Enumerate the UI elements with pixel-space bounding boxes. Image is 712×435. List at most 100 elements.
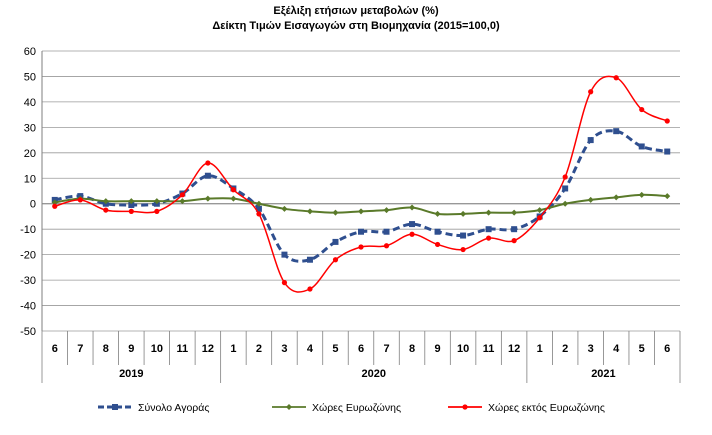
series-2-point xyxy=(536,207,543,214)
series-2-point xyxy=(153,198,160,205)
series-2-point xyxy=(51,199,58,206)
y-tick-label: -30 xyxy=(20,275,36,287)
x-tick-label: 5 xyxy=(332,343,338,355)
series-1-point xyxy=(664,148,671,155)
chart-title: Εξέλιξη ετήσιων μεταβολών (%) xyxy=(273,5,439,17)
legend-marker xyxy=(462,404,468,410)
series-2-point xyxy=(102,198,109,205)
series-2-point xyxy=(230,195,237,202)
x-tick-label: 8 xyxy=(409,343,415,355)
series-3-point xyxy=(460,246,466,253)
x-tick-label: 3 xyxy=(281,343,287,355)
x-tick-label: 2 xyxy=(256,343,262,355)
x-tick-label: 1 xyxy=(537,343,543,355)
series-2-point xyxy=(587,196,594,203)
series-3-point xyxy=(307,286,313,292)
series-2-point xyxy=(409,204,416,211)
x-tick-label: 5 xyxy=(639,343,645,355)
series-3-point xyxy=(230,187,236,193)
series-1-point xyxy=(128,202,135,208)
y-tick-label: 10 xyxy=(24,173,36,185)
series-1-point xyxy=(638,143,645,150)
series-2-point xyxy=(638,191,645,198)
series-1-point xyxy=(332,238,339,245)
series-1-point xyxy=(587,137,594,144)
x-tick-label: 7 xyxy=(383,343,389,355)
x-tick-label: 11 xyxy=(483,343,495,355)
series-1-point xyxy=(485,226,492,233)
y-tick-label: 50 xyxy=(24,71,36,83)
series-2-point xyxy=(358,208,364,215)
legend-label: Σύνολο Αγοράς xyxy=(138,402,209,414)
series-3-point xyxy=(486,235,492,241)
series-1-point xyxy=(255,205,262,212)
x-tick-label: 11 xyxy=(177,343,189,355)
series-line-1 xyxy=(54,129,668,263)
series-3-point xyxy=(179,192,185,198)
x-tick-label: 6 xyxy=(358,343,364,355)
series-1-point xyxy=(409,221,416,228)
series-3-point xyxy=(383,243,390,249)
y-tick-label: -10 xyxy=(20,224,36,236)
series-2-point xyxy=(204,195,211,202)
series-2-point xyxy=(306,208,313,215)
x-tick-label: 1 xyxy=(230,343,236,355)
series-3-point xyxy=(664,118,670,124)
series-1-point xyxy=(511,226,518,233)
series-3-point xyxy=(77,197,83,203)
y-tick-label: 40 xyxy=(24,97,36,109)
x-tick-label: 2 xyxy=(562,343,568,355)
series-3-point xyxy=(103,207,109,213)
series-3-point xyxy=(562,174,568,180)
x-tick-label: 10 xyxy=(151,343,163,355)
series-3-point xyxy=(511,238,517,244)
y-tick-label: -40 xyxy=(20,301,36,313)
legend-label: Χώρες Ευρωζώνης xyxy=(312,402,401,414)
series-1-point xyxy=(562,185,569,192)
series-2-point xyxy=(485,209,492,216)
series-2-point xyxy=(128,198,135,205)
year-label: 2019 xyxy=(119,368,143,380)
series-2-point xyxy=(562,200,569,207)
legend-marker xyxy=(112,404,118,410)
series-3-point xyxy=(537,215,543,221)
chart-subtitle: Δείκτη Τιμών Εισαγωγών στη Βιομηχανία (2… xyxy=(212,20,500,32)
x-tick-label: 4 xyxy=(307,343,314,355)
series-1-point xyxy=(383,228,390,235)
series-3-point xyxy=(128,208,134,214)
year-label: 2020 xyxy=(362,368,386,380)
y-tick-label: 30 xyxy=(24,122,36,134)
x-tick-label: 6 xyxy=(52,343,58,355)
series-2-point xyxy=(255,200,262,207)
series-2-point xyxy=(383,207,390,214)
x-tick-label: 3 xyxy=(588,343,594,355)
series-1-point xyxy=(358,228,364,235)
series-3-point xyxy=(613,75,619,81)
x-tick-label: 12 xyxy=(202,343,214,355)
series-3-point xyxy=(434,241,441,248)
series-2-point xyxy=(434,210,441,217)
x-tick-label: 6 xyxy=(664,343,670,355)
series-2-point xyxy=(179,198,186,205)
series-3-point xyxy=(205,160,211,166)
x-tick-label: 9 xyxy=(128,343,134,355)
y-tick-label: -50 xyxy=(20,326,36,338)
x-tick-label: 8 xyxy=(103,343,109,355)
series-3-point xyxy=(332,257,339,263)
series-3-point xyxy=(639,106,645,113)
series-1-point xyxy=(306,256,313,263)
year-label: 2021 xyxy=(591,368,615,380)
legend-label: Χώρες εκτός Ευρωζώνης xyxy=(488,402,605,414)
series-1-point xyxy=(460,232,467,239)
series-3-point xyxy=(52,203,58,209)
series-3-point xyxy=(358,244,364,250)
x-tick-label: 7 xyxy=(77,343,83,355)
legend-marker xyxy=(286,404,292,410)
x-tick-label: 12 xyxy=(508,343,520,355)
y-tick-label: 60 xyxy=(24,46,36,58)
x-tick-label: 9 xyxy=(434,343,440,355)
series-2-point xyxy=(460,210,467,217)
series-1-point xyxy=(434,228,441,235)
x-tick-label: 10 xyxy=(457,343,469,355)
